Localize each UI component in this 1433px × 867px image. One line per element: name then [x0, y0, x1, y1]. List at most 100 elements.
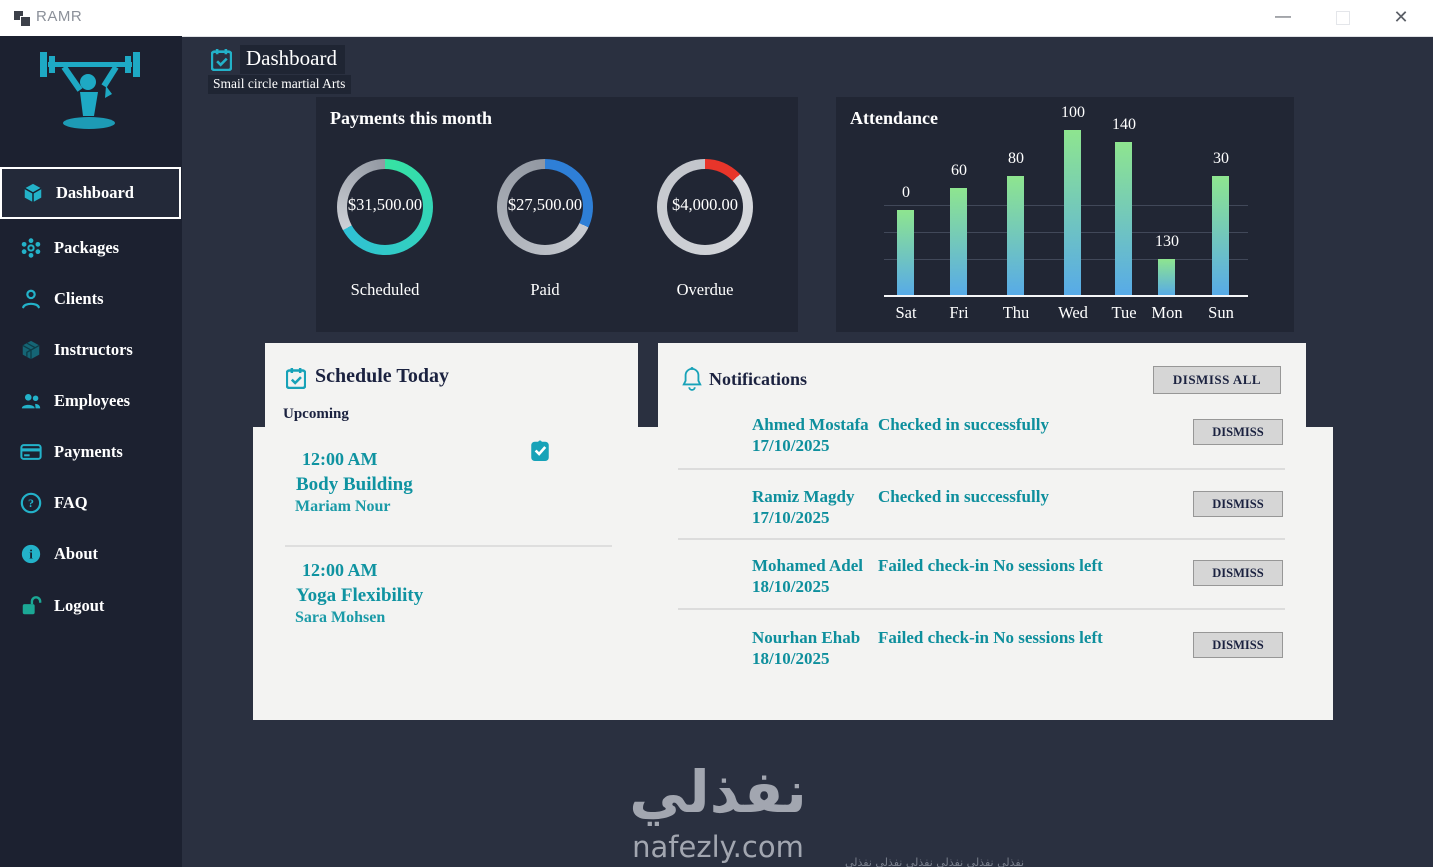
- content-panel: [253, 427, 1333, 720]
- notification-date: 17/10/2025: [752, 508, 830, 527]
- sidebar-item-packages[interactable]: Packages: [0, 226, 182, 270]
- bar-value-label: 30: [1213, 150, 1229, 167]
- attendance-bar-chart: 0 Sat 60 Fri 80 Thu 100 Wed 140 Tue 130 Mon 30 Sun: [836, 97, 1294, 332]
- credit-card-icon: [20, 441, 42, 463]
- donut-value: $27,500.00: [507, 195, 583, 214]
- clipboard-check-icon: [531, 440, 549, 461]
- dismiss-button[interactable]: DISMISS: [1193, 419, 1283, 445]
- donut-label: Scheduled: [350, 280, 420, 299]
- sidebar-item-logout[interactable]: Logout: [0, 584, 182, 628]
- schedule-entry-person: Mariam Nour: [295, 498, 391, 515]
- attendance-bar-thu: [1007, 176, 1024, 296]
- bar-value-label: 80: [1008, 150, 1024, 167]
- sidebar: Dashboard Packages Clients Instructors Emplo…: [0, 36, 182, 867]
- notification-divider: [678, 608, 1285, 610]
- calendar-check-icon: [210, 48, 233, 72]
- schedule-divider: [285, 545, 612, 547]
- sidebar-item-label: Dashboard: [56, 183, 134, 202]
- sidebar-item-about[interactable]: i About: [0, 532, 182, 576]
- watermark-domain: nafezly.com: [632, 830, 804, 864]
- sidebar-item-payments[interactable]: Payments: [0, 430, 182, 474]
- donut-label: Overdue: [676, 280, 734, 299]
- donut-paid: $27,500.00: [497, 159, 593, 255]
- donut-value: $4,000.00: [672, 195, 738, 214]
- donut-value: $31,500.00: [347, 195, 423, 214]
- notification-name: Mohamed Adel: [752, 556, 863, 575]
- minimize-button[interactable]: —: [1275, 8, 1291, 25]
- sidebar-item-dashboard[interactable]: Dashboard: [0, 167, 181, 219]
- notification-name: Nourhan Ehab: [752, 628, 861, 647]
- schedule-section-label: Upcoming: [283, 406, 349, 422]
- sidebar-item-employees[interactable]: Employees: [0, 379, 182, 423]
- bar-value-label: 60: [951, 162, 967, 179]
- attendance-bar-sun: [1212, 176, 1229, 296]
- attendance-bar-wed: [1064, 130, 1081, 296]
- sidebar-item-label: FAQ: [54, 493, 88, 512]
- watermark-fragment: نفذلي نفذلي نفذلي نفذلي نفذلي نفذلي: [845, 856, 1025, 867]
- bar-value-label: 130: [1155, 233, 1179, 250]
- svg-text:?: ?: [28, 496, 34, 510]
- title-bar: RAMR — ✕: [0, 0, 1433, 37]
- bar-value-label: 0: [902, 184, 910, 201]
- notification-text: Ahmed Mostafa Checked in successfully: [752, 415, 1049, 435]
- sidebar-item-instructors[interactable]: Instructors: [0, 328, 182, 372]
- x-tick-label: Tue: [1111, 303, 1137, 322]
- notification-divider: [678, 468, 1285, 470]
- sidebar-item-label: Clients: [54, 289, 104, 308]
- dismiss-button[interactable]: DISMISS: [1193, 491, 1283, 517]
- dismiss-button[interactable]: DISMISS: [1193, 632, 1283, 658]
- attendance-bar-fri: [950, 188, 967, 296]
- notification-divider: [678, 538, 1285, 540]
- notification-date: 18/10/2025: [752, 649, 830, 668]
- bell-icon: [681, 366, 703, 391]
- payments-card: Payments this month $31,500.00 Scheduled $…: [316, 97, 798, 332]
- watermark-arabic: نفذلي: [629, 758, 807, 826]
- bar-value-label: 140: [1112, 116, 1136, 133]
- schedule-entry-time: 12:00 AM: [302, 449, 378, 469]
- sidebar-item-label: About: [54, 544, 99, 563]
- schedule-entry-person: Sara Mohsen: [295, 609, 386, 626]
- notification-name: Ahmed Mostafa: [752, 415, 869, 434]
- notification-text: Nourhan Ehab Failed check-in No sessions …: [752, 628, 1103, 648]
- calendar-check-icon: [285, 367, 307, 390]
- bar-value-label: 100: [1061, 104, 1085, 121]
- close-button[interactable]: ✕: [1393, 7, 1409, 27]
- sidebar-item-faq[interactable]: ? FAQ: [0, 481, 182, 525]
- person-icon: [20, 288, 42, 310]
- sidebar-item-clients[interactable]: Clients: [0, 277, 182, 321]
- schedule-title: Schedule Today: [315, 365, 449, 387]
- x-tick-label: Fri: [949, 303, 969, 322]
- info-circle-icon: i: [20, 543, 42, 565]
- donut-hole: [347, 169, 423, 245]
- schedule-entry-time: 12:00 AM: [302, 560, 378, 580]
- x-tick-label: Sat: [895, 303, 917, 322]
- x-tick-label: Sun: [1208, 303, 1234, 322]
- schedule-card: [265, 343, 638, 429]
- donut-scheduled: $31,500.00: [337, 159, 433, 255]
- notification-date: 18/10/2025: [752, 577, 830, 596]
- notification-text: Ramiz Magdy Checked in successfully: [752, 487, 1049, 507]
- page-subtitle: Smail circle martial Arts: [208, 75, 352, 94]
- notifications-title: Notifications: [709, 369, 807, 389]
- question-circle-icon: ?: [20, 492, 42, 514]
- notification-date: 17/10/2025: [752, 436, 830, 455]
- x-tick-label: Mon: [1151, 303, 1183, 322]
- donut-label: Paid: [530, 280, 560, 299]
- padlock-open-icon: [20, 595, 42, 617]
- notification-name: Ramiz Magdy: [752, 487, 855, 506]
- cube-icon: [22, 182, 44, 204]
- notification-message: Checked in successfully: [878, 415, 1049, 434]
- maximize-button[interactable]: [1328, 4, 1358, 30]
- notification-message: Failed check-in No sessions left: [878, 628, 1103, 647]
- x-axis-line: [884, 295, 1248, 297]
- weightlifter-logo-icon: [20, 46, 160, 134]
- attendance-bar-mon: [1158, 259, 1175, 296]
- x-tick-label: Wed: [1058, 303, 1088, 322]
- sidebar-item-label: Payments: [54, 442, 123, 461]
- payments-card-title: Payments this month: [330, 108, 493, 128]
- dismiss-button[interactable]: DISMISS: [1193, 560, 1283, 586]
- dismiss-all-button[interactable]: DISMISS ALL: [1153, 366, 1281, 394]
- window-title: RAMR: [36, 8, 83, 25]
- notification-text: Mohamed Adel Failed check-in No sessions …: [752, 556, 1103, 576]
- sidebar-item-label: Packages: [54, 238, 120, 257]
